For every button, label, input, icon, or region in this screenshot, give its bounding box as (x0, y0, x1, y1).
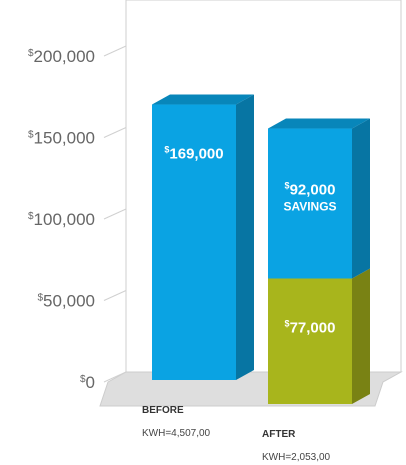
y-tick-line (103, 45, 127, 57)
bar-before-top (152, 94, 254, 105)
currency-symbol: $ (28, 48, 34, 59)
bar-value: 169,000 (169, 146, 223, 163)
y-tick-label: $100,000 (28, 210, 95, 229)
category-sublabel: KWH=2,053,00 (262, 452, 331, 463)
y-tick-value: 50,000 (43, 292, 95, 311)
y-tick-value: 100,000 (34, 210, 95, 229)
y-tick-line (103, 208, 127, 220)
currency-symbol: $ (285, 181, 290, 191)
x-axis: BEFORE KWH=4,507,00 AFTER KWH=2,053,00 (142, 405, 331, 463)
y-tick-label: $150,000 (28, 129, 95, 148)
bar-sublabel: SAVINGS (283, 200, 336, 214)
y-tick-label: $50,000 (37, 292, 95, 311)
currency-symbol: $ (28, 130, 34, 141)
y-tick-value: 0 (86, 373, 95, 392)
bar-after-segment-1 (268, 128, 352, 279)
bar-before-side-0 (236, 94, 254, 380)
bar-after-side-0 (352, 268, 370, 404)
bar-value: 92,000 (290, 182, 336, 199)
currency-symbol: $ (164, 145, 169, 155)
category-label: BEFORE (142, 405, 184, 416)
currency-symbol: $ (37, 293, 43, 304)
currency-symbol: $ (28, 211, 34, 222)
y-tick-value: 150,000 (34, 129, 95, 148)
currency-symbol: $ (285, 318, 290, 328)
bar-after-top (268, 118, 370, 129)
bar-value: 77,000 (290, 319, 336, 336)
bar-value-label: $77,000 (285, 318, 336, 336)
y-tick-line (103, 290, 127, 301)
y-axis: $0$50,000$100,000$150,000$200,000 (28, 45, 127, 392)
y-tick-line (103, 127, 127, 138)
category-sublabel: KWH=4,507,00 (142, 428, 211, 439)
y-tick-label: $200,000 (28, 47, 95, 66)
bar-after-segment-0 (268, 278, 352, 404)
bar-value-label: $92,000 (285, 181, 336, 199)
category-label: AFTER (262, 429, 296, 440)
currency-symbol: $ (80, 374, 86, 385)
y-tick-value: 200,000 (34, 47, 95, 66)
bars (152, 94, 370, 404)
y-tick-line (103, 371, 127, 383)
bar-after-side-1 (352, 118, 370, 279)
y-tick-label: $0 (80, 373, 95, 392)
bar-value-label: $169,000 (164, 145, 223, 163)
bar-before-segment-0 (152, 104, 236, 380)
